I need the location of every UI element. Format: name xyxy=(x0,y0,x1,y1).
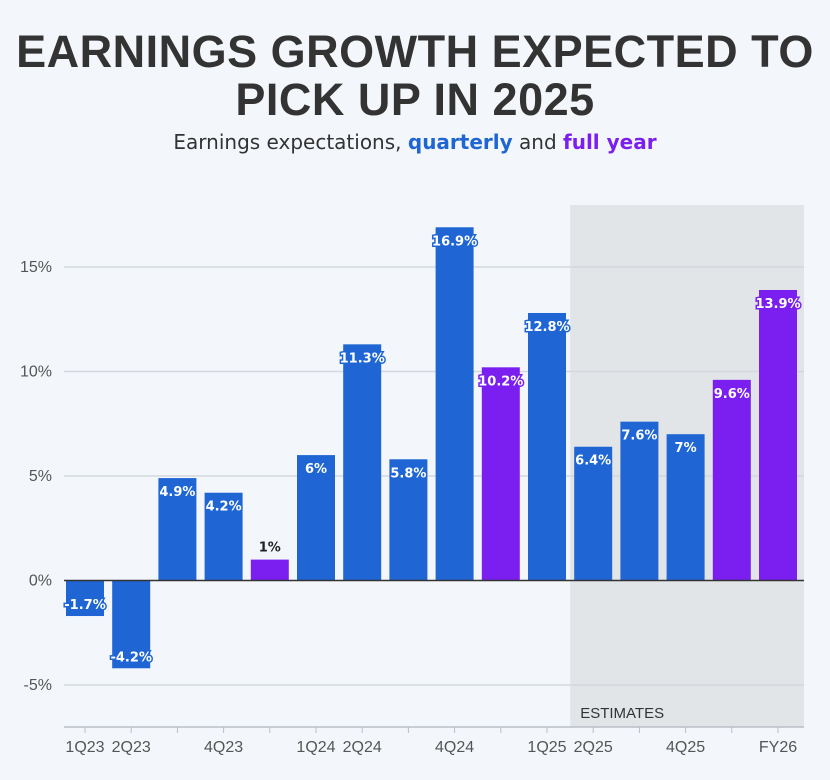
bar-value-label: 9.6% xyxy=(714,387,750,402)
bar-value-label: 16.9% xyxy=(432,234,477,249)
x-tick-label: 4Q23 xyxy=(204,739,243,756)
bar-1q23 xyxy=(66,580,104,617)
bar-value-label: 7% xyxy=(675,441,697,456)
x-tick-label: 1Q24 xyxy=(296,739,335,756)
subtitle-and: and xyxy=(512,130,564,154)
bar-2q25 xyxy=(574,446,613,581)
y-tick-label: -5% xyxy=(24,677,52,694)
bar-fy25 xyxy=(712,379,751,581)
bar-value-label: 11.3% xyxy=(340,351,385,366)
bar-value-label: 5.8% xyxy=(390,466,426,481)
chart-subtitle: Earnings expectations, quarterly and ful… xyxy=(0,130,830,154)
bar-value-label: 4.9% xyxy=(159,485,195,500)
bar-value-label: -4.2% xyxy=(110,650,151,665)
bar-1q25 xyxy=(528,312,566,581)
bar-4q24 xyxy=(435,227,474,581)
bar-fy26 xyxy=(759,289,797,581)
x-tick-label: 1Q25 xyxy=(527,739,566,756)
x-tick-label: 2Q23 xyxy=(112,739,151,756)
x-tick-label: 4Q25 xyxy=(666,739,705,756)
bar-value-label: 1% xyxy=(259,541,281,556)
y-tick-label: 5% xyxy=(29,468,52,485)
chart-title: EARNINGS GROWTH EXPECTED TO PICK UP IN 2… xyxy=(16,26,814,125)
bar-fy24 xyxy=(481,367,520,581)
bar-value-label: 10.2% xyxy=(478,374,523,389)
bar-3q25 xyxy=(620,421,659,581)
bar-3q24 xyxy=(389,459,428,581)
x-tick-label: FY26 xyxy=(759,739,797,756)
subtitle-prefix: Earnings expectations, xyxy=(173,130,408,154)
bar-value-label: 4.2% xyxy=(206,500,242,515)
subtitle-quarterly: quarterly xyxy=(407,130,513,154)
bar-3q23 xyxy=(158,478,197,581)
bar-2q24 xyxy=(343,344,382,581)
y-tick-label: 10% xyxy=(20,364,52,381)
bar-value-label: 6% xyxy=(305,462,327,477)
subtitle-full-year: full year xyxy=(563,130,657,154)
bar-value-label: 13.9% xyxy=(755,297,800,312)
y-tick-label: 0% xyxy=(29,573,52,590)
x-tick-label: 1Q23 xyxy=(65,739,104,756)
x-tick-label: 4Q24 xyxy=(435,739,474,756)
bar-1q24 xyxy=(297,455,335,581)
x-tick-label: 2Q24 xyxy=(343,739,382,756)
y-tick-label: 15% xyxy=(20,259,52,276)
bar-value-label: -1.7% xyxy=(64,598,105,613)
bar-value-label: 7.6% xyxy=(621,429,657,444)
bar-4q25 xyxy=(666,434,705,581)
x-tick-label: 2Q25 xyxy=(574,739,613,756)
bar-4q23 xyxy=(204,492,243,581)
bar-value-label: 12.8% xyxy=(524,320,569,335)
bar-2q23 xyxy=(112,580,151,669)
bar-value-label: 6.4% xyxy=(575,454,611,469)
bar-fy23 xyxy=(250,559,289,581)
estimates-label: ESTIMATES xyxy=(580,705,664,722)
